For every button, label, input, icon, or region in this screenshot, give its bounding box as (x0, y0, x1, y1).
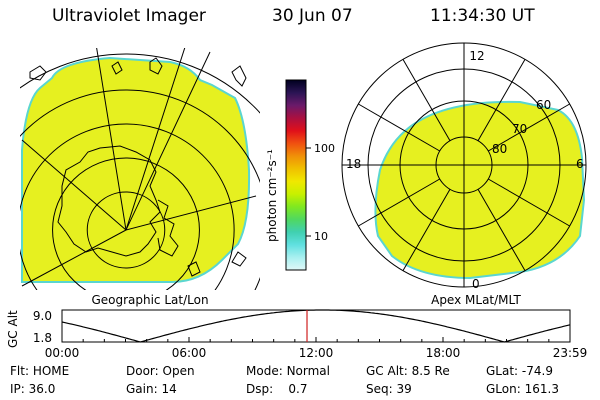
dsp-label: Dsp: (246, 382, 274, 396)
mlt-spoke (358, 178, 441, 227)
seq-status: Seq: 39 (366, 382, 412, 396)
mlat-label-70: 70 (512, 122, 527, 136)
glat-label: GLat: (486, 364, 519, 378)
coastline (157, 199, 179, 257)
mag-grid (341, 42, 587, 288)
glon-value: 161.3 (524, 382, 559, 396)
geo-meridian (125, 195, 257, 231)
door-value: Open (162, 364, 195, 378)
geo-meridian (96, 48, 127, 231)
geo-latitude-circle (20, 89, 260, 290)
door-label: Door: (126, 364, 159, 378)
alt-xtick-0000: 00:00 (45, 346, 80, 360)
geo-latitude-circle (86, 191, 166, 269)
mlat-label-60: 60 (536, 98, 551, 112)
colorbar-strip (285, 79, 307, 271)
mlt-spoke (477, 188, 526, 271)
gcalt-label: GC Alt: (366, 364, 408, 378)
mlt-label-6: 6 (576, 157, 584, 171)
mode-label: Mode: (246, 364, 283, 378)
ip-status: IP: 36.0 (10, 382, 55, 396)
flight-label: Flt: (10, 364, 29, 378)
magnetic-panel: 12 18 6 0 60 70 80 (341, 42, 587, 291)
mag-emission-fill (374, 100, 586, 280)
coastline (29, 57, 247, 87)
seq-label: Seq: (366, 382, 393, 396)
mlt-spoke (487, 178, 570, 227)
gain-status: Gain: 14 (126, 382, 177, 396)
instrument-title: Ultraviolet Imager (52, 6, 206, 26)
mode-status: Mode: Normal (246, 364, 330, 378)
alt-xtick-0600: 06:00 (172, 346, 207, 360)
alt-ytick-max: 9.0 (33, 309, 52, 323)
alt-xtick-2359: 23:59 (553, 346, 588, 360)
glat-value: -74.9 (521, 364, 553, 378)
mlt-label-18: 18 (346, 157, 361, 171)
glon-label: GLon: (486, 382, 521, 396)
mlt-spoke (358, 103, 441, 152)
geo-emission-fill (21, 56, 251, 283)
geo-panel-caption: Geographic Lat/Lon (91, 293, 208, 307)
mag-panel-caption: Apex MLat/MLT (431, 293, 521, 307)
mlt-label-0: 0 (472, 277, 480, 291)
flight-status: Flt: HOME (10, 364, 69, 378)
dsp-status: Dsp: 0.7 (246, 382, 308, 396)
altitude-plot: 9.0 1.8 GC Alt 00:00 06:00 12:00 18:00 2… (6, 309, 587, 360)
mlt-label-12: 12 (469, 49, 484, 63)
door-status: Door: Open (126, 364, 195, 378)
dsp-value: 0.7 (288, 382, 308, 396)
gain-value: 14 (161, 382, 177, 396)
glon-status: GLon: 161.3 (486, 382, 559, 396)
alt-xtick-1200: 12:00 (299, 346, 334, 360)
geo-meridian (125, 51, 211, 231)
glat-status: GLat: -74.9 (486, 364, 553, 378)
mlt-spoke (477, 59, 526, 142)
ip-label: IP: (10, 382, 25, 396)
mode-value: Normal (286, 364, 330, 378)
gcalt-status: GC Alt: 8.5 Re (366, 364, 450, 378)
geo-meridian (21, 139, 127, 231)
geo-meridian (125, 48, 186, 231)
geo-latitude-circle (20, 123, 235, 290)
gcalt-value: 8.5 Re (411, 364, 450, 378)
geo-latitude-circle (20, 53, 260, 114)
alt-ytick-min: 1.8 (33, 331, 52, 345)
alt-xtick-1800: 18:00 (426, 346, 461, 360)
colorbar-tick-10: 10 (314, 230, 328, 243)
gain-label: Gain: (126, 382, 158, 396)
geo-grid (20, 48, 260, 290)
ip-value: 36.0 (28, 382, 56, 396)
coastline (57, 145, 161, 257)
date-label: 30 Jun 07 (272, 6, 353, 26)
geo-latitude-circle (52, 157, 200, 290)
mlt-spoke (487, 103, 570, 152)
mlt-spoke (402, 188, 451, 271)
coastline (187, 251, 247, 277)
alt-x-ticks (61, 337, 571, 342)
geographic-panel (20, 48, 260, 290)
colorbar-unit-label: photon cm⁻²s⁻¹ (265, 149, 279, 242)
mlt-spoke (402, 59, 451, 142)
mlat-label-80: 80 (492, 142, 507, 156)
colorbar: 100 10 photon cm⁻²s⁻¹ (265, 79, 335, 271)
colorbar-tick-100: 100 (314, 142, 335, 155)
flight-value: HOME (32, 364, 70, 378)
alt-ylabel: GC Alt (6, 310, 20, 348)
geo-meridian (21, 229, 127, 287)
time-label: 11:34:30 UT (430, 6, 535, 26)
seq-value: 39 (396, 382, 412, 396)
